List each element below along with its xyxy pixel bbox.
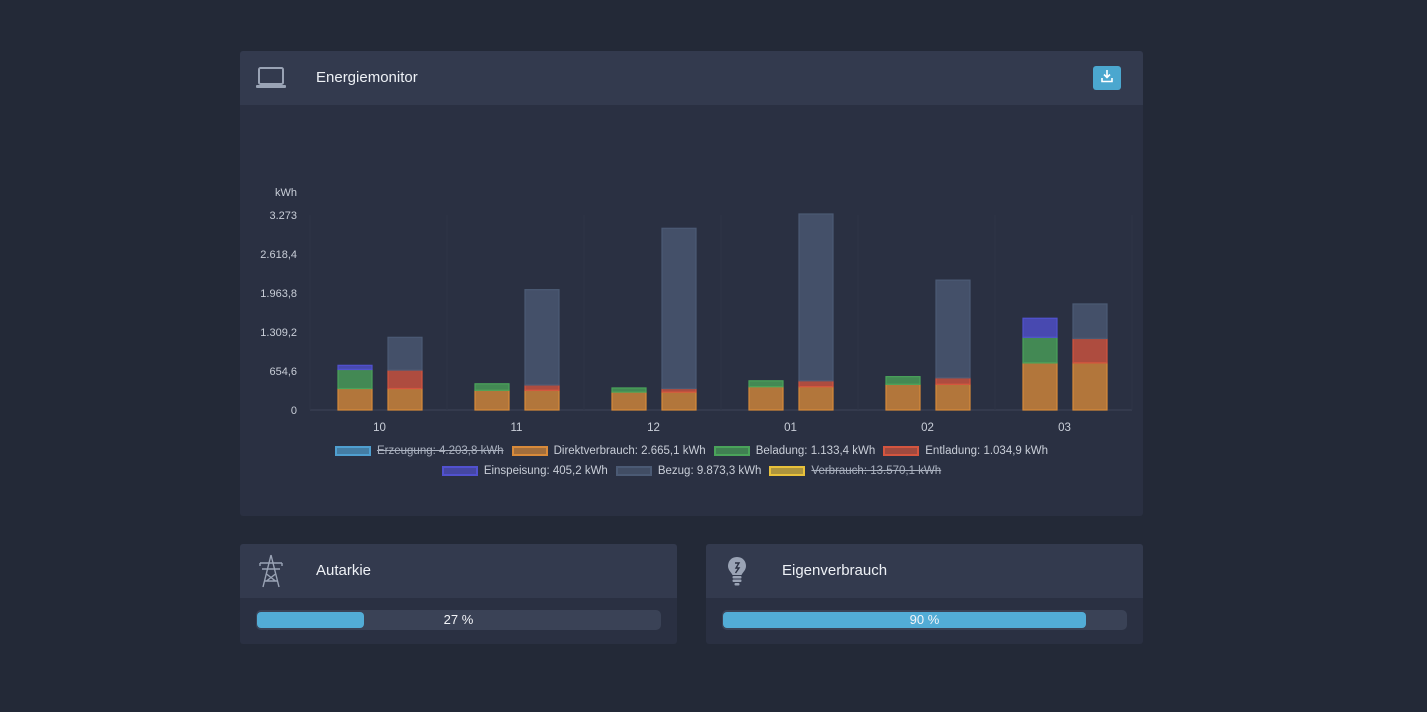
bar-right-direkt[interactable] — [935, 383, 971, 411]
x-tick-label: 12 — [647, 422, 660, 434]
bar-left-beladung[interactable] — [748, 380, 784, 388]
legend-swatch — [334, 446, 371, 456]
x-tick-label: 03 — [1058, 422, 1071, 434]
eigenverbrauch-progress-fill — [723, 612, 1086, 628]
legend-item-beladung[interactable]: Beladung: 1.133,4 kWh — [713, 445, 876, 457]
bar-right-direkt[interactable] — [1072, 362, 1108, 411]
legend-swatch — [883, 446, 920, 456]
legend-item-entladung[interactable]: Entladung: 1.034,9 kWh — [883, 445, 1048, 457]
y-tick-label: 3.273 — [269, 210, 297, 222]
x-tick-label: 10 — [373, 422, 386, 434]
y-axis-label: kWh — [275, 187, 297, 199]
bar-right-entladung[interactable] — [1072, 337, 1108, 364]
legend-label: Einspeisung: 405,2 kWh — [483, 465, 608, 477]
legend-label: Bezug: 9.873,3 kWh — [657, 465, 762, 477]
legend-swatch — [769, 466, 806, 476]
bar-left-direkt[interactable] — [337, 387, 373, 411]
eigenverbrauch-panel: Eigenverbrauch 90 % — [706, 544, 1143, 644]
legend-label: Beladung: 1.133,4 kWh — [755, 445, 876, 457]
bar-right-bezug[interactable] — [1072, 303, 1108, 340]
bar-left-direkt[interactable] — [474, 389, 510, 411]
bar-left-beladung[interactable] — [611, 387, 647, 393]
legend-swatch — [441, 466, 478, 476]
y-tick-label: 1.963,8 — [260, 288, 297, 300]
legend-item-verbrauch[interactable]: Verbrauch: 13.570,1 kWh — [769, 465, 941, 477]
power-tower-icon — [256, 554, 286, 588]
bar-left-direkt[interactable] — [885, 383, 921, 411]
bar-right-entladung[interactable] — [798, 380, 834, 388]
autarkie-panel: Autarkie 27 % — [240, 544, 677, 644]
autarkie-title: Autarkie — [316, 562, 372, 579]
autarkie-progress: 27 % — [256, 610, 661, 630]
legend-label: Verbrauch: 13.570,1 kWh — [811, 465, 942, 477]
legend-item-erzeugung[interactable]: Erzeugung: 4.203,8 kWh — [334, 445, 504, 457]
eigenverbrauch-header: Eigenverbrauch — [706, 544, 1143, 598]
legend-swatch — [615, 466, 652, 476]
eigenverbrauch-progress: 90 % — [722, 610, 1127, 630]
bar-right-bezug[interactable] — [661, 227, 697, 390]
legend-label: Entladung: 1.034,9 kWh — [925, 445, 1049, 457]
eigenverbrauch-value: 90 % — [909, 612, 940, 627]
y-tick-label: 2.618,4 — [260, 249, 297, 261]
panel-header: Energiemonitor — [240, 51, 1143, 105]
autarkie-header: Autarkie — [240, 544, 677, 598]
y-tick-label: 654,6 — [269, 366, 297, 378]
bar-right-direkt[interactable] — [798, 386, 834, 411]
bar-left-beladung[interactable] — [474, 383, 510, 391]
bar-right-bezug[interactable] — [387, 336, 423, 371]
page-title: Energiemonitor — [316, 69, 418, 86]
bar-right-entladung[interactable] — [935, 377, 971, 385]
legend-item-bezug[interactable]: Bezug: 9.873,3 kWh — [615, 465, 762, 477]
legend-label: Erzeugung: 4.203,8 kWh — [376, 445, 504, 457]
legend-label: Direktverbrauch: 2.665,1 kWh — [553, 445, 706, 457]
bar-right-direkt[interactable] — [387, 387, 423, 411]
chart-legend: Erzeugung: 4.203,8 kWh Direktverbrauch: 2… — [240, 441, 1143, 481]
lightbulb-icon — [722, 556, 752, 586]
bar-right-direkt[interactable] — [661, 391, 697, 411]
legend-swatch — [713, 446, 750, 456]
bar-left-direkt[interactable] — [1022, 362, 1058, 411]
download-icon — [1100, 69, 1114, 88]
bar-left-beladung[interactable] — [337, 368, 373, 390]
x-tick-label: 02 — [921, 422, 934, 434]
bar-right-bezug[interactable] — [935, 279, 971, 379]
bar-left-einspeisung[interactable] — [337, 364, 373, 371]
bar-right-bezug[interactable] — [798, 213, 834, 382]
download-button[interactable] — [1093, 66, 1121, 90]
bar-left-einspeisung[interactable] — [1022, 317, 1058, 338]
eigenverbrauch-title: Eigenverbrauch — [782, 562, 888, 579]
bar-right-entladung[interactable] — [387, 369, 423, 390]
bar-left-direkt[interactable] — [611, 391, 647, 411]
y-tick-label: 1.309,2 — [260, 327, 297, 339]
x-tick-label: 01 — [784, 422, 797, 434]
legend-item-einspeisung[interactable]: Einspeisung: 405,2 kWh — [441, 465, 608, 477]
bar-right-direkt[interactable] — [524, 389, 560, 411]
laptop-icon — [256, 63, 286, 93]
legend-swatch — [511, 446, 548, 456]
y-tick-label: 0 — [291, 405, 297, 417]
bar-left-beladung[interactable] — [885, 376, 921, 385]
x-tick-label: 11 — [511, 422, 523, 434]
autarkie-progress-fill — [257, 612, 365, 628]
energy-monitor-panel: Energiemonitor kWh 3.273 2.618,4 1.963,8 1.… — [240, 51, 1143, 516]
bar-left-direkt[interactable] — [748, 386, 784, 411]
legend-item-direkt[interactable]: Direktverbrauch: 2.665,1 kWh — [511, 445, 706, 457]
bar-left-beladung[interactable] — [1022, 336, 1058, 364]
bar-right-bezug[interactable] — [524, 289, 560, 386]
autarkie-value: 27 % — [443, 612, 474, 627]
bar-right-entladung[interactable] — [524, 384, 560, 391]
